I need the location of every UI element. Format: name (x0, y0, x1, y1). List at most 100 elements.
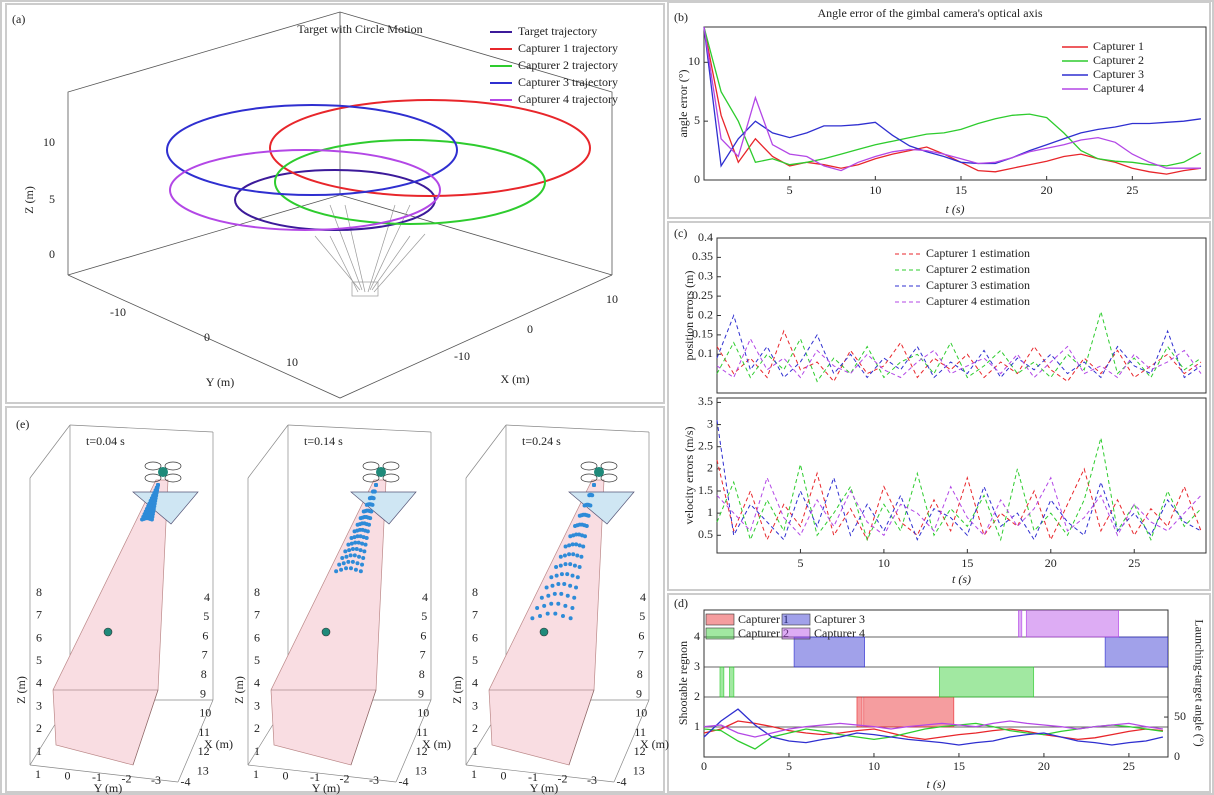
legend-label: Capturer 1 (738, 612, 789, 626)
projectile (563, 554, 567, 558)
projectile (562, 582, 566, 586)
projectile (578, 543, 582, 547)
x-tick-label: 10 (417, 706, 429, 720)
projectile (542, 604, 546, 608)
projectile (355, 547, 359, 551)
x-tick-label: 7 (202, 648, 208, 662)
projectile (549, 575, 553, 579)
x-tick-label: 6 (202, 628, 208, 642)
y-tick-label: -3 (369, 773, 379, 787)
projectile (575, 554, 579, 558)
y-tick-label: 0 (694, 172, 700, 186)
x-tick-label: 13 (633, 763, 645, 777)
legend-label: Capturer 2 estimation (926, 262, 1030, 276)
z-tick-label: 5 (49, 192, 55, 206)
projectile (373, 490, 377, 494)
projectile (553, 592, 557, 596)
projectile (334, 569, 338, 573)
projectile (344, 566, 348, 570)
x-tick-label: 6 (420, 628, 426, 642)
x-axis-label: X (m) (640, 737, 669, 751)
y-tick-label: 0 (501, 768, 507, 782)
y-axis-label: Y (m) (206, 375, 235, 389)
projectile (561, 614, 565, 618)
x-tick-label: 6 (638, 628, 644, 642)
projectile (366, 529, 370, 533)
y-tick-label: 0.3 (698, 269, 713, 283)
y-tick-label: -4 (399, 774, 409, 788)
projectile (568, 562, 572, 566)
y-tick-label: 0.2 (698, 307, 713, 321)
projectile (371, 503, 375, 507)
x-tick-label: 4 (204, 590, 210, 604)
z-tick-label: 6 (36, 630, 42, 644)
legend-swatch (782, 614, 810, 625)
projectile (355, 561, 359, 565)
projectile (353, 553, 357, 557)
projectile (369, 510, 373, 514)
region-bar (1105, 637, 1168, 667)
projectile (357, 541, 361, 545)
x-tick-label: 13 (197, 763, 209, 777)
z-tick-label: 1 (472, 744, 478, 758)
panel-label: (e) (16, 417, 29, 431)
x-tick-label: 9 (636, 686, 642, 700)
projectile (587, 514, 591, 518)
y-tick-label: -10 (110, 305, 126, 319)
y-axis-label: Shootable regnon (676, 641, 690, 725)
projectile (545, 585, 549, 589)
x-tick-label: 9 (418, 686, 424, 700)
z-tick-label: 5 (254, 653, 260, 667)
projectile (553, 612, 557, 616)
projectile (367, 523, 371, 527)
target-drone (104, 628, 112, 636)
panel-label: (d) (674, 596, 688, 610)
legend-swatch (706, 614, 734, 625)
projectile (546, 612, 550, 616)
panel-label: (a) (12, 12, 25, 26)
x-axis-label: t (s) (946, 202, 965, 216)
projectile (347, 548, 351, 552)
y-tick-label: -3 (151, 773, 161, 787)
region-bar (1026, 607, 1118, 637)
z-tick-label: 6 (472, 630, 478, 644)
frame-label: t=0.24 s (522, 434, 561, 448)
y-tick-label: 10 (688, 54, 700, 68)
y2-tick-label: 50 (1174, 709, 1186, 723)
legend-label: Target trajectory (518, 24, 597, 38)
x-tick-label: 8 (637, 667, 643, 681)
x-tick-label: 8 (419, 667, 425, 681)
x-tick-label: 9 (200, 686, 206, 700)
legend-label: Capturer 1 (1093, 39, 1144, 53)
y-tick-label: 2 (707, 461, 713, 475)
x-tick-label: 20 (1041, 183, 1053, 197)
y-tick-label: -3 (587, 773, 597, 787)
y-tick-label: 1.5 (698, 483, 713, 497)
x-tick-label: 25 (1128, 556, 1140, 570)
y-tick-label: 0 (204, 330, 210, 344)
x-tick-label: 5 (421, 609, 427, 623)
projectile (340, 556, 344, 560)
projectile (359, 548, 363, 552)
x-tick-label: 8 (201, 667, 207, 681)
projectile (339, 568, 343, 572)
capturer-drone (594, 467, 604, 477)
z-tick-label: 10 (43, 135, 55, 149)
projectile (368, 516, 372, 520)
legend-label: Capturer 2 trajectory (518, 58, 618, 72)
projectile (362, 549, 366, 553)
projectile (573, 564, 577, 568)
projectile (559, 555, 563, 559)
y-tick-label: -2 (558, 771, 568, 785)
projectile (351, 547, 355, 551)
projectile (563, 604, 567, 608)
x-tick-label: 7 (420, 648, 426, 662)
y-tick-label: 1 (707, 505, 713, 519)
projectile (350, 542, 354, 546)
y-tick-label: 2.5 (698, 438, 713, 452)
panel-label: (b) (674, 10, 688, 24)
projectile (349, 566, 353, 570)
x-tick-label: 25 (1123, 759, 1135, 773)
x-tick-label: 10 (869, 183, 881, 197)
z-tick-label: 3 (472, 698, 478, 712)
